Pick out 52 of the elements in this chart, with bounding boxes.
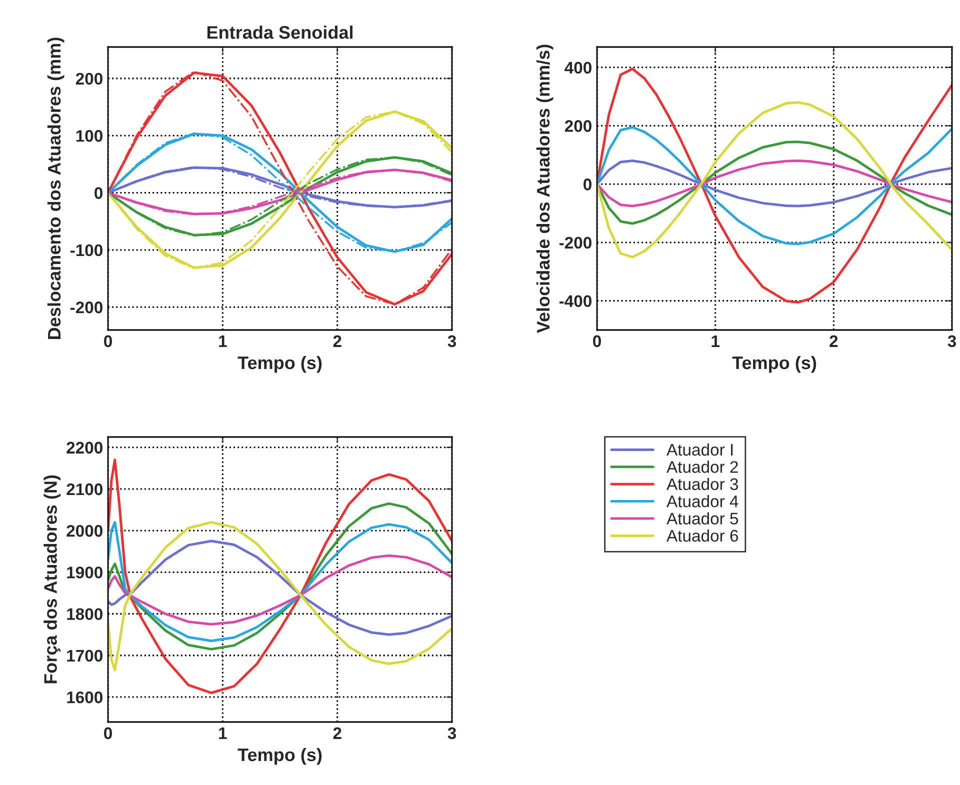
y-tick-label: 2100 [66, 483, 102, 496]
y-tick-label: 1800 [67, 608, 102, 620]
x-tick-label: 2 [333, 727, 342, 739]
y-tick-label: 200 [76, 72, 102, 85]
chart-title: Entrada Senoidal [207, 26, 352, 39]
x-tick-label: 2 [830, 335, 838, 347]
x-tick-label: 3 [448, 335, 456, 348]
y-tick-label: 0 [584, 178, 592, 190]
x-tick-label: 0 [104, 335, 112, 348]
y-tick-label: 1700 [67, 650, 102, 662]
line-series [597, 126, 952, 246]
line-series [108, 540, 452, 636]
x-tick-label: 1 [712, 335, 720, 347]
x-tick-label: 2 [333, 335, 342, 347]
y-tick-label: -400 [559, 295, 592, 308]
legend-label: Atuador 4 [666, 495, 738, 508]
legend-label: Atuador 6 [666, 529, 738, 542]
y-axis-title: Deslocamento dos Atuadores (mm) [47, 38, 64, 339]
y-tick-label: 100 [76, 130, 102, 142]
legend-label: Atuador 2 [666, 460, 738, 473]
x-tick-label: 0 [104, 727, 112, 740]
line-series [108, 458, 452, 694]
y-tick-label: 0 [94, 187, 102, 199]
y-tick-label: 2200 [66, 442, 102, 454]
y-tick-label: -200 [559, 236, 592, 249]
x-tick-label: 3 [948, 335, 956, 348]
y-tick-label: -100 [70, 244, 102, 256]
y-tick-label: 1600 [67, 691, 102, 704]
legend-label: Atuador 3 [666, 478, 738, 490]
y-tick-label: 2000 [66, 525, 102, 537]
x-axis-title: Tempo (s) [238, 356, 322, 373]
line-series [597, 101, 952, 258]
y-tick-label: 400 [564, 62, 592, 74]
y-tick-label: -200 [70, 302, 102, 314]
y-tick-label: 1900 [67, 566, 102, 578]
line-series [108, 521, 452, 642]
legend-label: Atuador 5 [666, 512, 738, 525]
y-axis-title: Força dos Atuadores (N) [44, 475, 61, 684]
line-series [597, 68, 952, 304]
x-axis-title: Tempo (s) [732, 356, 816, 373]
y-tick-label: 200 [564, 120, 592, 132]
x-tick-label: 3 [448, 727, 456, 740]
x-tick-label: 1 [219, 727, 227, 739]
line-series [108, 521, 452, 672]
x-axis-title: Tempo (s) [238, 748, 322, 765]
legend-label: Atuador I [666, 443, 733, 456]
x-tick-label: 1 [219, 335, 227, 347]
line-series [597, 160, 952, 208]
y-axis-title: Velocidade dos Atuadores (mm/s) [536, 44, 554, 334]
x-tick-label: 0 [593, 335, 601, 348]
line-series [108, 554, 452, 626]
line-series [597, 140, 952, 225]
